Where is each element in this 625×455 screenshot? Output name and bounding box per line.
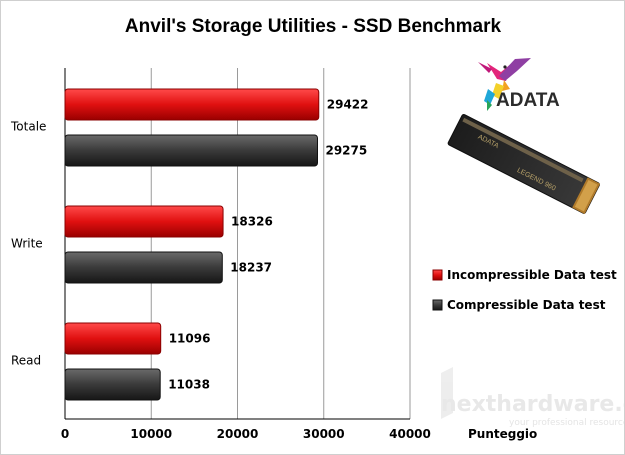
data-label: 18326 (231, 215, 273, 229)
bar-compressible (64, 134, 318, 167)
data-label: 18237 (230, 261, 272, 275)
bar-compressible (64, 251, 223, 284)
category-label: Write (11, 237, 43, 251)
legend-swatch (432, 299, 443, 311)
adata-logo: ADATA (478, 58, 560, 111)
labels: Totale 29422 29275 Write 18326 18237 Read 11096… (10, 98, 369, 392)
legend-label: Compressible Data test (447, 298, 606, 312)
watermark: nexthardware.com your professional resou… (441, 367, 624, 428)
legend: Incompressible Data test Compressible Dat… (432, 268, 617, 312)
ssd-product-image: ADATA LEGEND 960 (447, 113, 601, 215)
hummingbird-icon (478, 58, 531, 111)
x-tick-label: 30000 (303, 427, 345, 441)
x-tick-label: 40000 (389, 427, 431, 441)
data-label: 29275 (325, 144, 367, 158)
bar-incompressible (64, 322, 162, 355)
category-label: Totale (10, 120, 46, 134)
x-tick-label: 20000 (217, 427, 259, 441)
bar-incompressible (64, 205, 224, 238)
x-tick-label: 10000 (130, 427, 172, 441)
watermark-logo-shape (441, 367, 453, 419)
data-label: 11096 (169, 332, 211, 346)
x-tick-labels: 0 10000 20000 30000 40000 (61, 427, 431, 441)
legend-swatch (432, 269, 443, 281)
bar-compressible (64, 368, 161, 401)
gridlines (150, 68, 411, 419)
legend-label: Incompressible Data test (447, 268, 617, 282)
data-label: 11038 (168, 378, 210, 392)
data-label: 29422 (327, 98, 369, 112)
adata-logo-text: ADATA (496, 90, 560, 111)
watermark-text: nexthardware.com (441, 392, 624, 417)
bar-incompressible (64, 88, 320, 121)
chart-title: Anvil's Storage Utilities - SSD Benchmar… (125, 16, 502, 37)
x-tick-label: 0 (61, 427, 69, 441)
x-axis-title: Punteggio (468, 427, 537, 441)
category-label: Read (11, 354, 41, 368)
watermark-subtext: your professional resource (509, 418, 624, 428)
bars (64, 88, 320, 401)
